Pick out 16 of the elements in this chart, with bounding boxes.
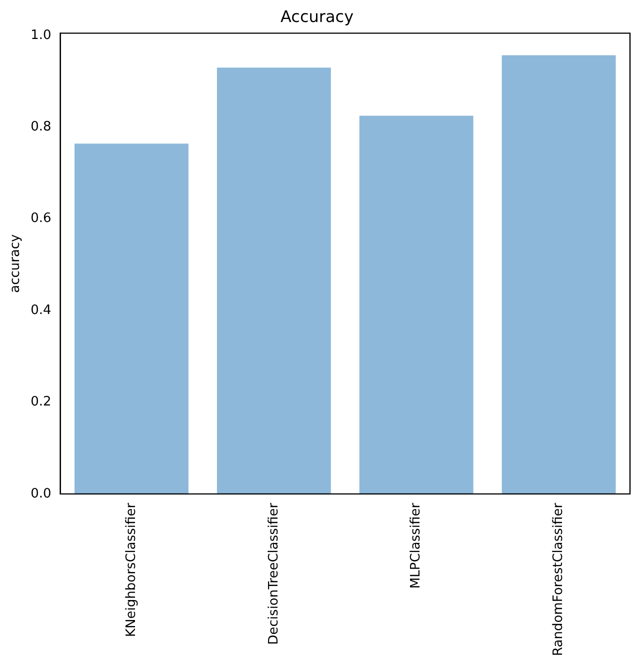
x-tick-label: MLPClassifier (408, 502, 424, 589)
bar (502, 55, 616, 494)
y-tick-label: 0.6 (30, 211, 52, 226)
x-tick-label: KNeighborsClassifier (124, 502, 139, 637)
x-tick-label: DecisionTreeClassifier (266, 502, 282, 645)
y-tick-label: 0.0 (30, 486, 52, 502)
y-tick-label: 0.8 (30, 120, 52, 135)
x-tick-label: RandomForestClassifier (551, 502, 566, 656)
bar (359, 116, 474, 494)
chart-title: Accuracy (280, 6, 354, 26)
y-tick-label: 1.0 (30, 28, 52, 43)
bar (216, 68, 331, 494)
y-axis-title: accuracy (8, 234, 24, 293)
y-tick-label: 0.4 (30, 302, 52, 318)
y-tick-label: 0.2 (30, 394, 52, 410)
bar (74, 144, 188, 494)
